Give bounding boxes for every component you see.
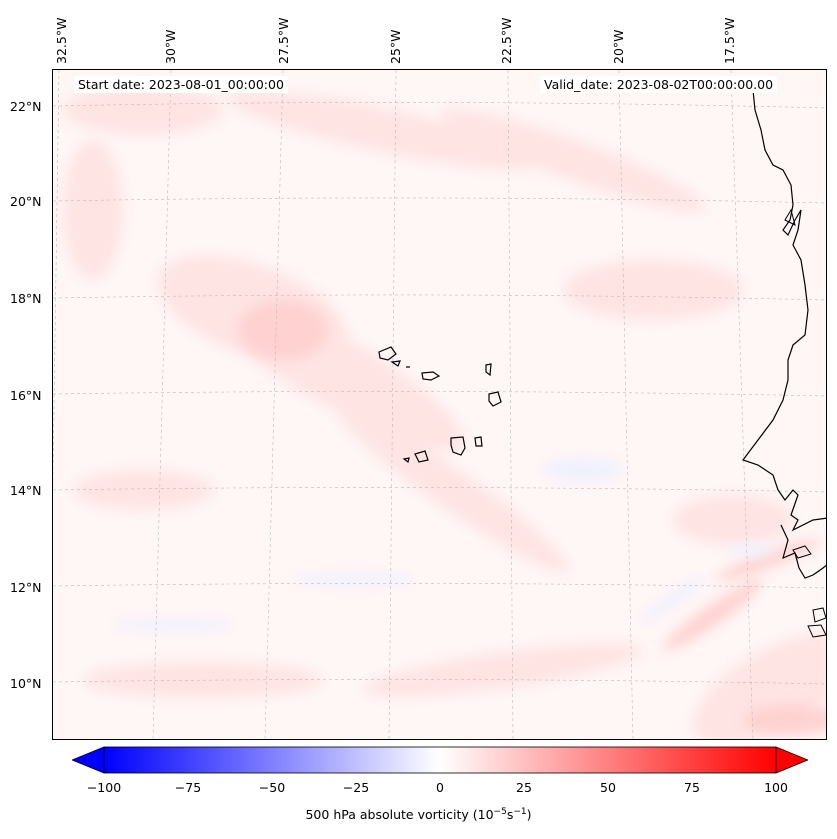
colorbar: [72, 746, 808, 774]
lon-label-30w: 30°W: [163, 29, 178, 64]
lon-label-20w: 20°W: [611, 29, 626, 64]
colorbar-tick: −75: [174, 780, 202, 795]
africa-coastline: [742, 89, 826, 532]
lon-label-27-5w: 27.5°W: [276, 17, 291, 64]
negative-vorticity-patches: [113, 458, 778, 631]
lat-label-10n: 10°N: [10, 676, 42, 691]
lat-label-20n: 20°N: [10, 194, 42, 209]
lon-label-25w: 25°W: [388, 29, 403, 64]
lon-label-22-5w: 22.5°W: [499, 17, 514, 64]
colorbar-tick: −100: [86, 780, 122, 795]
cape-verde-islands: [378, 346, 502, 464]
colorbar-max-extend: [775, 746, 808, 774]
colorbar-tick: 25: [516, 780, 532, 795]
colorbar-min-extend: [72, 746, 105, 774]
start-date-label: Start date: 2023-08-01_00:00:00: [74, 76, 288, 93]
lat-label-22n: 22°N: [10, 99, 42, 114]
map-panel[interactable]: [52, 69, 827, 740]
colorbar-tick: −50: [258, 780, 286, 795]
lat-label-14n: 14°N: [10, 483, 42, 498]
valid-date-label: Valid_date: 2023-08-02T00:00:00.00: [540, 76, 778, 93]
colorbar-label: 500 hPa absolute vorticity (10−5s−1): [305, 807, 532, 823]
lat-label-18n: 18°N: [10, 291, 42, 306]
lon-label-32-5w: 32.5°W: [54, 17, 69, 64]
lon-label-17-5w: 17.5°W: [722, 17, 737, 64]
lat-label-12n: 12°N: [10, 580, 42, 595]
colorbar-tick: 50: [600, 780, 616, 795]
lat-label-16n: 16°N: [10, 388, 42, 403]
vorticity-field: [53, 70, 826, 739]
colorbar-tick: 100: [764, 780, 788, 795]
colorbar-tick: 0: [436, 780, 444, 795]
colorbar-tick: 75: [684, 780, 700, 795]
colorbar-tick: −25: [342, 780, 370, 795]
colorbar-gradient: [103, 746, 777, 774]
graticule: [53, 70, 826, 739]
